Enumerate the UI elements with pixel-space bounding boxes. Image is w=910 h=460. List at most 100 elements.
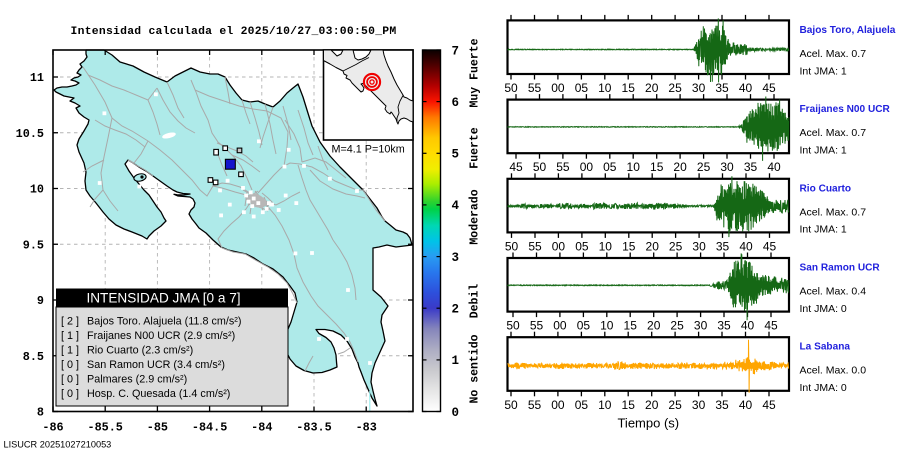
svg-text:Int JMA: 0: Int JMA: 0 bbox=[800, 382, 847, 394]
svg-text:30: 30 bbox=[692, 398, 706, 412]
svg-text:20: 20 bbox=[645, 398, 659, 412]
svg-text:50: 50 bbox=[504, 81, 518, 95]
svg-text:[ 0 ]: [ 0 ] bbox=[61, 359, 79, 371]
svg-text:10: 10 bbox=[598, 81, 612, 95]
svg-text:Hosp. C. Quesada (1.4 cm/s²): Hosp. C. Quesada (1.4 cm/s²) bbox=[87, 388, 230, 400]
svg-text:55: 55 bbox=[530, 319, 544, 333]
svg-text:25: 25 bbox=[668, 398, 682, 412]
svg-text:Intensidad calculada el 2025/1: Intensidad calculada el 2025/10/27_03:00… bbox=[71, 26, 397, 38]
svg-text:00: 00 bbox=[552, 239, 566, 253]
svg-text:Acel. Max. 0.0: Acel. Max. 0.0 bbox=[800, 365, 867, 377]
svg-text:9.5: 9.5 bbox=[23, 238, 44, 252]
svg-text:05: 05 bbox=[575, 239, 589, 253]
svg-text:4: 4 bbox=[452, 199, 460, 213]
svg-text:Bajos Toro, Alajuela: Bajos Toro, Alajuela bbox=[800, 25, 896, 36]
svg-text:25: 25 bbox=[668, 81, 682, 95]
svg-text:40: 40 bbox=[741, 319, 755, 333]
svg-text:Int JMA: 1: Int JMA: 1 bbox=[800, 65, 847, 77]
svg-text:35: 35 bbox=[715, 81, 729, 95]
svg-text:15: 15 bbox=[650, 160, 664, 174]
svg-text:-86: -86 bbox=[42, 421, 63, 435]
svg-text:40: 40 bbox=[767, 160, 781, 174]
svg-text:Fuerte: Fuerte bbox=[469, 127, 482, 169]
svg-text:50: 50 bbox=[506, 319, 520, 333]
svg-text:25: 25 bbox=[669, 239, 683, 253]
svg-text:0: 0 bbox=[452, 406, 460, 420]
svg-text:Rio Cuarto (2.3 cm/s²): Rio Cuarto (2.3 cm/s²) bbox=[87, 345, 193, 357]
svg-text:30: 30 bbox=[692, 81, 706, 95]
svg-text:-83: -83 bbox=[356, 421, 377, 435]
svg-text:8.5: 8.5 bbox=[23, 350, 44, 364]
svg-text:10: 10 bbox=[599, 239, 613, 253]
svg-text:05: 05 bbox=[575, 398, 589, 412]
svg-text:15: 15 bbox=[622, 81, 636, 95]
svg-text:50: 50 bbox=[505, 239, 519, 253]
svg-text:10: 10 bbox=[600, 319, 614, 333]
svg-text:00: 00 bbox=[551, 398, 565, 412]
svg-text:-85: -85 bbox=[147, 421, 168, 435]
svg-text:Tiempo (s): Tiempo (s) bbox=[617, 416, 679, 431]
svg-text:20: 20 bbox=[673, 160, 687, 174]
svg-text:M=4.1 P=10km: M=4.1 P=10km bbox=[332, 144, 405, 156]
svg-text:5: 5 bbox=[452, 148, 460, 162]
svg-text:Int JMA: 1: Int JMA: 1 bbox=[800, 145, 847, 157]
svg-text:25: 25 bbox=[697, 160, 711, 174]
svg-text:Acel. Max. 0.7: Acel. Max. 0.7 bbox=[800, 48, 867, 60]
svg-text:Palmares (2.9 cm/s²): Palmares (2.9 cm/s²) bbox=[87, 374, 187, 386]
svg-text:[ 1 ]: [ 1 ] bbox=[61, 345, 79, 357]
svg-text:INTENSIDAD JMA [0 a 7]: INTENSIDAD JMA [0 a 7] bbox=[86, 291, 240, 306]
svg-text:San Ramon UCR (3.4 cm/s²): San Ramon UCR (3.4 cm/s²) bbox=[87, 359, 225, 371]
svg-text:05: 05 bbox=[577, 319, 591, 333]
svg-text:20: 20 bbox=[647, 319, 661, 333]
svg-text:20: 20 bbox=[645, 81, 659, 95]
svg-text:55: 55 bbox=[556, 160, 570, 174]
svg-text:Acel. Max. 0.4: Acel. Max. 0.4 bbox=[800, 286, 867, 298]
svg-text:35: 35 bbox=[716, 239, 730, 253]
svg-text:05: 05 bbox=[575, 81, 589, 95]
svg-text:45: 45 bbox=[762, 398, 776, 412]
svg-text:40: 40 bbox=[739, 398, 753, 412]
svg-text:15: 15 bbox=[624, 319, 638, 333]
svg-text:Bajos Toro. Alajuela (11.8 cm/: Bajos Toro. Alajuela (11.8 cm/s²) bbox=[87, 316, 241, 328]
svg-text:Int JMA: 1: Int JMA: 1 bbox=[800, 224, 847, 236]
svg-text:00: 00 bbox=[580, 160, 594, 174]
svg-text:[ 1 ]: [ 1 ] bbox=[61, 330, 79, 342]
svg-text:6: 6 bbox=[452, 96, 460, 110]
svg-text:05: 05 bbox=[603, 160, 617, 174]
svg-text:1: 1 bbox=[452, 354, 460, 368]
svg-text:50: 50 bbox=[504, 398, 518, 412]
svg-text:00: 00 bbox=[553, 319, 567, 333]
svg-text:30: 30 bbox=[694, 319, 708, 333]
svg-text:35: 35 bbox=[717, 319, 731, 333]
svg-text:Moderado: Moderado bbox=[469, 189, 482, 244]
svg-text:Fraijanes N00 UCR (2.9 cm/s²): Fraijanes N00 UCR (2.9 cm/s²) bbox=[87, 330, 235, 342]
svg-text:40: 40 bbox=[739, 239, 753, 253]
svg-text:00: 00 bbox=[551, 81, 565, 95]
svg-text:Int JMA: 0: Int JMA: 0 bbox=[800, 303, 847, 315]
svg-text:45: 45 bbox=[764, 319, 778, 333]
svg-text:-84: -84 bbox=[251, 421, 272, 435]
svg-text:45: 45 bbox=[509, 160, 523, 174]
svg-text:Rio Cuarto: Rio Cuarto bbox=[800, 183, 852, 194]
svg-text:30: 30 bbox=[720, 160, 734, 174]
svg-text:7: 7 bbox=[452, 44, 460, 58]
svg-text:10: 10 bbox=[598, 398, 612, 412]
svg-text:No sentido: No sentido bbox=[469, 334, 482, 403]
svg-text:30: 30 bbox=[692, 239, 706, 253]
svg-text:55: 55 bbox=[528, 239, 542, 253]
svg-text:San Ramon UCR: San Ramon UCR bbox=[800, 263, 881, 274]
svg-text:55: 55 bbox=[528, 81, 542, 95]
svg-text:2: 2 bbox=[452, 303, 460, 317]
svg-text:25: 25 bbox=[670, 319, 684, 333]
svg-text:-84.5: -84.5 bbox=[192, 421, 227, 435]
svg-text:3: 3 bbox=[452, 251, 460, 265]
svg-text:8: 8 bbox=[37, 406, 44, 420]
svg-text:35: 35 bbox=[715, 398, 729, 412]
svg-text:11: 11 bbox=[30, 71, 44, 85]
svg-text:[ 0 ]: [ 0 ] bbox=[61, 388, 79, 400]
svg-text:45: 45 bbox=[762, 81, 776, 95]
svg-text:Fraijanes N00 UCR: Fraijanes N00 UCR bbox=[800, 104, 891, 115]
svg-text:40: 40 bbox=[739, 81, 753, 95]
svg-text:20: 20 bbox=[646, 239, 660, 253]
svg-text:[ 2 ]: [ 2 ] bbox=[61, 316, 79, 328]
